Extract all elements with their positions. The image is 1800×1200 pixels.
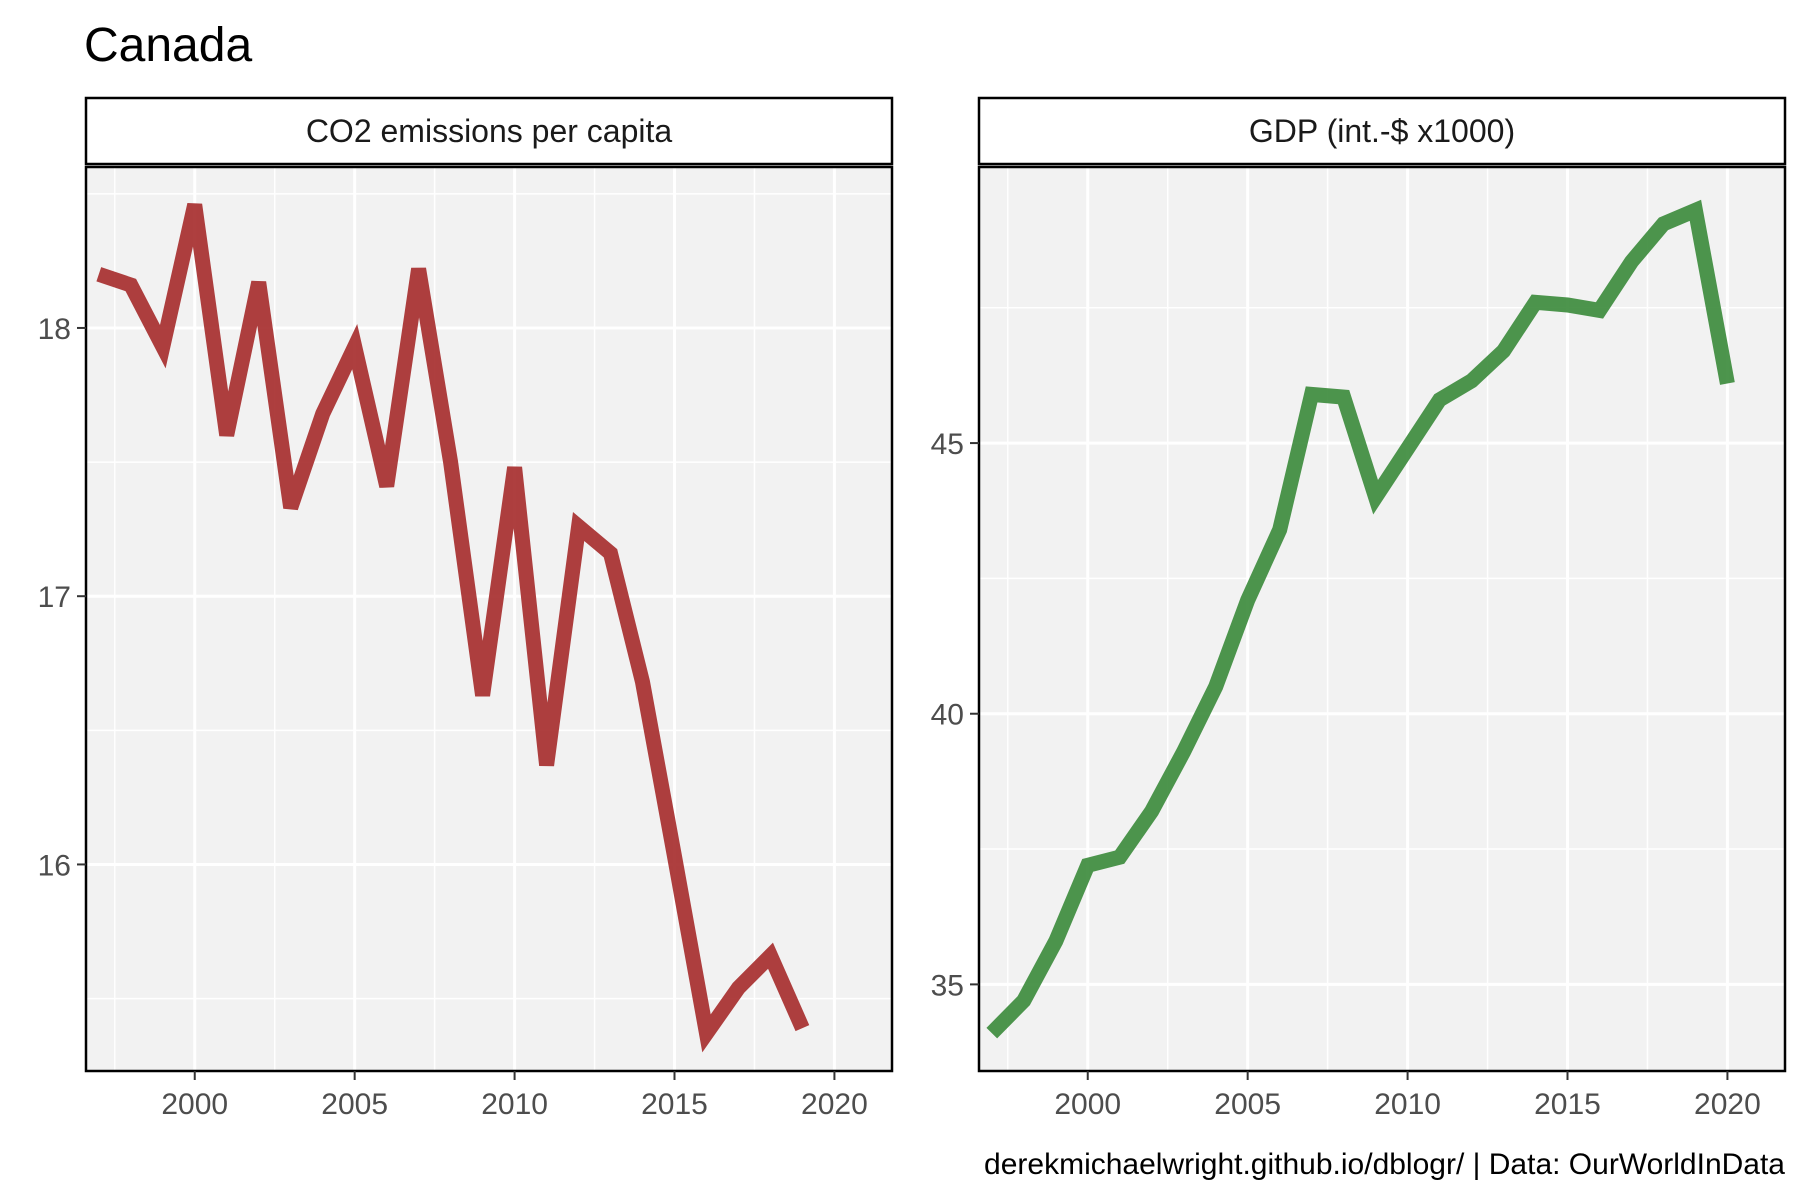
panel-strip-background — [84, 96, 894, 166]
x-tick-label: 2015 — [1534, 1088, 1601, 1121]
y-tick-label: 18 — [38, 313, 71, 346]
x-axis: 2000 2005 2010 2015 2020 — [1054, 1071, 1761, 1121]
y-axis: 16 17 18 — [38, 313, 86, 882]
plot-border — [977, 165, 1787, 1073]
x-tick-label: 2005 — [321, 1088, 388, 1121]
x-tick-label: 2020 — [801, 1088, 868, 1121]
x-tick-label: 2015 — [641, 1088, 708, 1121]
x-tick-label: 2020 — [1694, 1088, 1761, 1121]
panel-co2: CO2 emissions per capita 2000 2005 2010 201… — [38, 96, 894, 1121]
x-tick-label: 2000 — [1054, 1088, 1121, 1121]
grid-minor — [86, 167, 892, 1071]
y-tick-label: 16 — [38, 849, 71, 882]
y-tick-label: 45 — [931, 428, 964, 461]
y-tick-label: 35 — [931, 969, 964, 1002]
y-tick-label: 17 — [38, 581, 71, 614]
plot-border — [84, 165, 894, 1073]
grid-minor — [979, 167, 1785, 1071]
panel-strip-background — [977, 96, 1787, 166]
x-tick-label: 2005 — [1214, 1088, 1281, 1121]
panel-strip-label: CO2 emissions per capita — [306, 113, 673, 149]
chart-caption: derekmichaelwright.github.io/dblogr/ | D… — [984, 1148, 1785, 1181]
panel-strip-label: GDP (int.-$ x1000) — [1249, 113, 1515, 149]
series-line-gdp — [986, 199, 1735, 1039]
chart-title: Canada — [84, 19, 252, 72]
grid-major — [979, 167, 1785, 1071]
series-line-co2 — [96, 202, 810, 1053]
panel-gdp: GDP (int.-$ x1000) 2000 2005 2010 2015 2020 … — [931, 96, 1787, 1121]
y-tick-label: 40 — [931, 699, 964, 732]
y-axis: 35 40 45 — [931, 428, 979, 1002]
x-tick-label: 2000 — [161, 1088, 228, 1121]
x-tick-label: 2010 — [1374, 1088, 1441, 1121]
x-axis: 2000 2005 2010 2015 2020 — [161, 1071, 868, 1121]
plot-background — [979, 167, 1785, 1071]
x-tick-label: 2010 — [481, 1088, 548, 1121]
